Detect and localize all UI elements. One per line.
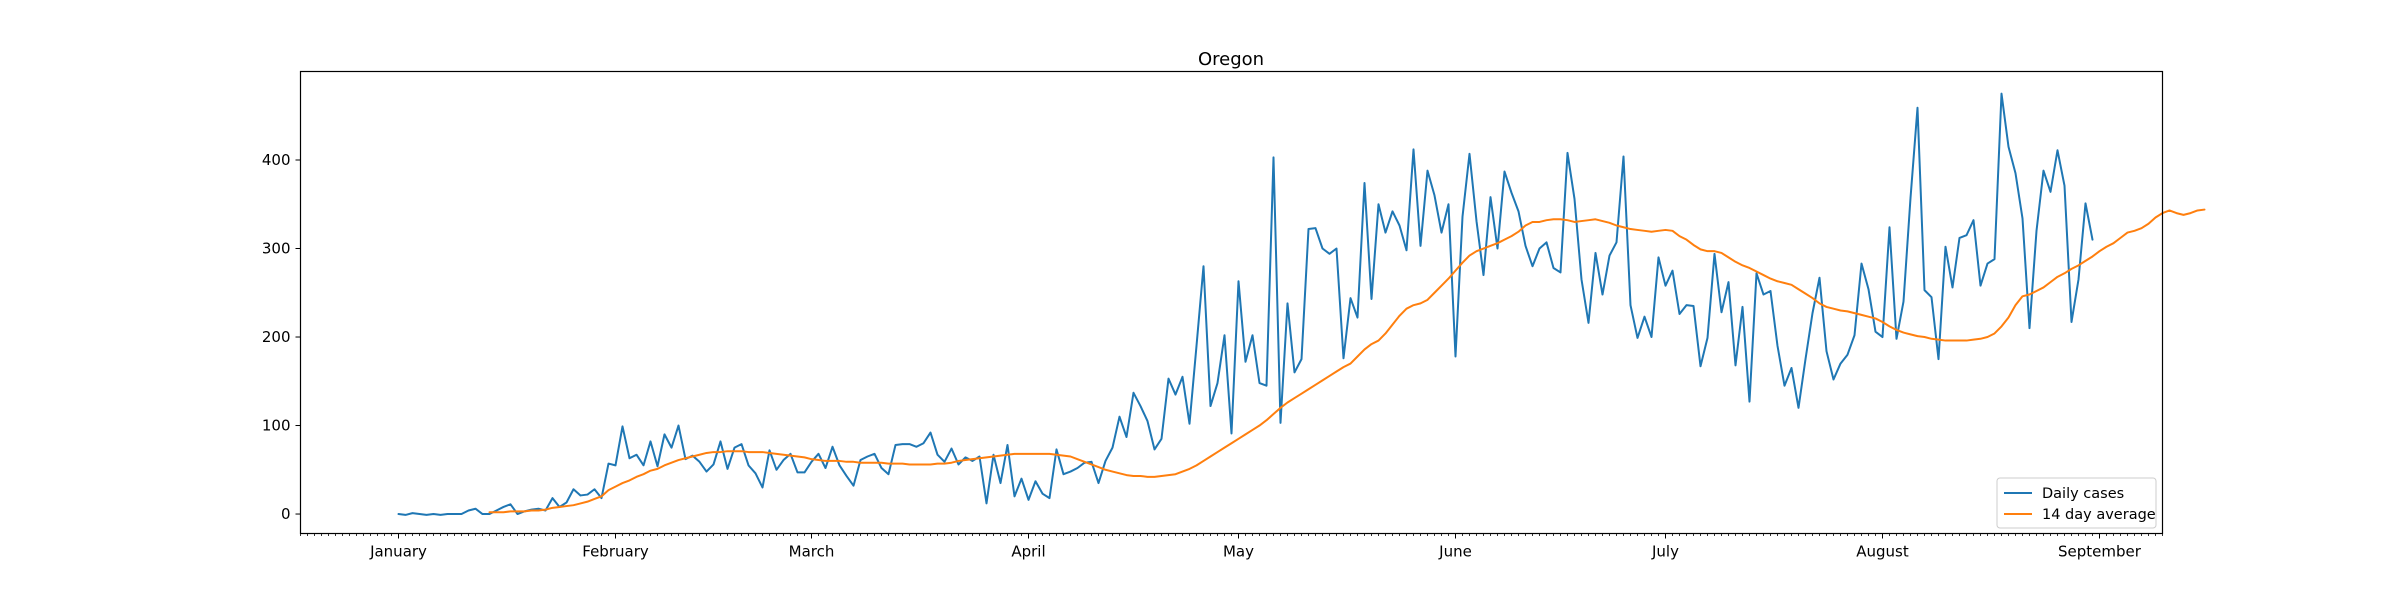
- x-tick-label: July: [1651, 543, 1679, 561]
- y-tick-label: 100: [262, 417, 291, 435]
- x-tick-label: September: [2058, 543, 2142, 561]
- plot-frame: [299, 70, 2164, 535]
- y-tick-label: 400: [262, 151, 291, 169]
- y-tick-label: 0: [281, 505, 291, 523]
- x-tick-label: August: [1856, 543, 1909, 561]
- x-tick-label: February: [582, 543, 649, 561]
- legend-label-daily-cases: Daily cases: [2042, 486, 2124, 502]
- legend-box: [1996, 477, 2157, 529]
- y-tick-label: 200: [262, 328, 291, 346]
- x-tick-label: June: [1438, 543, 1472, 561]
- legend: Daily cases 14 day average: [1996, 477, 2157, 529]
- series-line-14-day-average: [488, 208, 2206, 514]
- y-axis: 0 100 200 300 400: [262, 151, 301, 523]
- series-line-daily-cases: [397, 92, 2094, 516]
- x-tick-label: April: [1011, 543, 1045, 561]
- x-tick-label: May: [1223, 543, 1254, 561]
- x-axis: January February March April May June July Augu…: [369, 533, 2142, 561]
- x-tick-label: March: [789, 543, 835, 561]
- y-tick-label: 300: [262, 240, 291, 258]
- series-layer: [397, 92, 2206, 516]
- chart-title: Oregon: [1198, 49, 1264, 70]
- legend-label-14-day-average: 14 day average: [2042, 507, 2156, 523]
- x-tick-label: January: [369, 543, 427, 561]
